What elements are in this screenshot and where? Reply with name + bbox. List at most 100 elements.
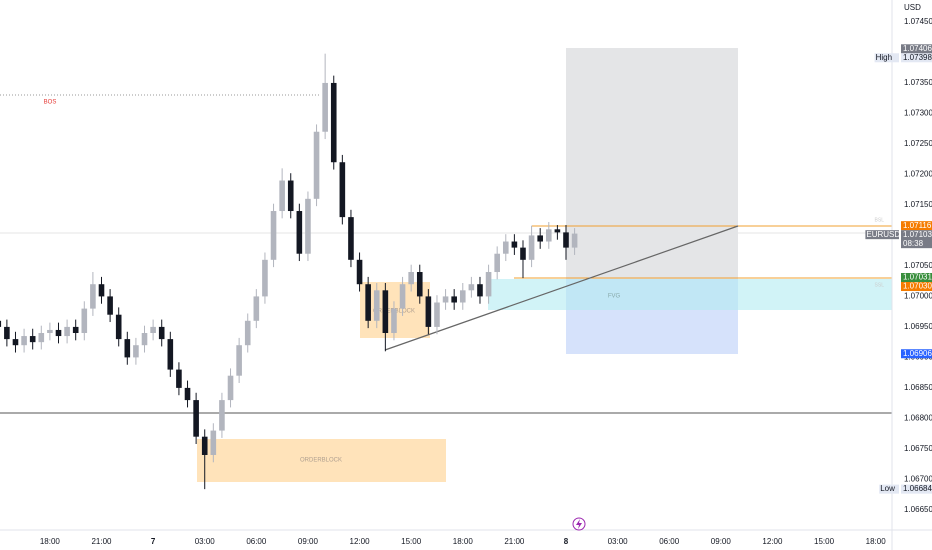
candle-body xyxy=(90,284,96,309)
candle-body xyxy=(55,329,62,337)
candle-body xyxy=(451,296,457,303)
candle-body xyxy=(391,308,397,334)
x-tick-label: 03:00 xyxy=(195,537,216,546)
price-label-box xyxy=(901,230,932,249)
x-tick-label: 15:00 xyxy=(814,537,835,546)
candle-body xyxy=(348,217,354,260)
candle-body xyxy=(98,284,105,297)
fvg-box xyxy=(488,279,892,310)
candle-body xyxy=(571,233,578,248)
candle-body xyxy=(64,326,70,337)
candle-body xyxy=(373,290,380,321)
fvg-label: FVG xyxy=(608,294,621,300)
price-label: 1.07406 xyxy=(903,44,932,53)
candle-body xyxy=(141,333,148,346)
price-label-box xyxy=(901,273,932,283)
countdown: 08:38 xyxy=(903,239,924,248)
price-tag: EURUSD xyxy=(866,230,900,239)
candle-body xyxy=(537,235,543,242)
candle-body xyxy=(520,247,526,260)
candle-body xyxy=(528,235,535,260)
x-tick-label: 09:00 xyxy=(711,537,732,546)
candle-body xyxy=(425,296,432,327)
candle-body xyxy=(459,290,466,303)
y-tick-label: 1.07300 xyxy=(904,109,932,118)
price-label: 1.07398 xyxy=(903,53,932,62)
ssl-label: SSL xyxy=(875,282,885,288)
candle-body xyxy=(12,339,19,346)
candle-body xyxy=(184,387,191,401)
candle-body xyxy=(227,375,234,401)
candle-body xyxy=(287,180,294,212)
candle-body xyxy=(47,329,53,334)
candle-body xyxy=(150,326,156,334)
candle-body xyxy=(416,272,423,297)
price-tag-box xyxy=(874,53,899,63)
event-icon-bolt xyxy=(576,519,582,529)
x-tick-label: 09:00 xyxy=(298,537,319,546)
candle-body xyxy=(330,82,337,163)
candle-body xyxy=(124,339,131,358)
price-label: 1.06684 xyxy=(903,484,932,493)
candle-body xyxy=(382,290,389,334)
x-tick-label: 18:00 xyxy=(866,537,887,546)
candle-body xyxy=(158,326,165,340)
orderblock-box xyxy=(197,439,446,482)
y-tick-label: 1.06750 xyxy=(904,444,932,453)
y-tick-label: 1.07350 xyxy=(904,78,932,87)
candle-body xyxy=(434,302,440,327)
trend-line xyxy=(384,225,739,351)
candle-body xyxy=(236,345,242,376)
candles xyxy=(0,53,578,490)
price-tag-box xyxy=(879,484,899,494)
candle-body xyxy=(107,296,113,315)
candle-body xyxy=(442,296,449,303)
x-tick-label: 12:00 xyxy=(350,537,371,546)
x-tick-label: 18:00 xyxy=(40,537,61,546)
candle-body xyxy=(502,241,509,254)
price-tag: High xyxy=(876,53,892,62)
candle-body xyxy=(253,296,260,321)
price-label-box xyxy=(901,484,932,494)
candle-body xyxy=(485,272,492,297)
candle-body xyxy=(176,369,182,388)
y-tick-label: 1.06950 xyxy=(904,322,932,331)
x-tick-label: 21:00 xyxy=(91,537,112,546)
y-tick-label: 1.07450 xyxy=(904,17,932,26)
candle-body xyxy=(133,345,139,358)
candle-body xyxy=(219,400,225,431)
candle-body xyxy=(468,284,475,291)
candle-body xyxy=(313,131,320,199)
orderblock-label: ORDERBLOCK xyxy=(300,458,342,464)
candle-body xyxy=(0,320,2,327)
x-tick-label: 8 xyxy=(564,537,569,546)
candle-body xyxy=(21,336,27,346)
candle-body xyxy=(193,400,199,437)
candle-body xyxy=(115,314,122,340)
candle-body xyxy=(270,211,277,260)
bos-label: BOS xyxy=(44,100,57,106)
candle-body xyxy=(339,162,346,218)
candle-body xyxy=(29,336,36,343)
candle-body xyxy=(210,430,217,455)
candle-body xyxy=(244,320,251,346)
y-tick-label: 1.06800 xyxy=(904,413,932,422)
price-label-box xyxy=(901,53,932,63)
candle-body xyxy=(305,198,311,254)
x-tick-label: 21:00 xyxy=(504,537,525,546)
price-label-box xyxy=(901,349,932,359)
price-tag: Low xyxy=(880,484,895,493)
candle-body xyxy=(296,211,303,254)
candle-body xyxy=(72,326,79,334)
candle-body xyxy=(38,333,45,343)
bsl-label: BSL xyxy=(875,217,885,223)
candle-body xyxy=(399,284,406,309)
y-tick-label: 1.07200 xyxy=(904,170,932,179)
candle-body xyxy=(167,339,174,370)
x-tick-label: 15:00 xyxy=(401,537,422,546)
candle-body xyxy=(554,229,561,233)
x-tick-label: 06:00 xyxy=(659,537,680,546)
price-label-box xyxy=(901,44,932,54)
